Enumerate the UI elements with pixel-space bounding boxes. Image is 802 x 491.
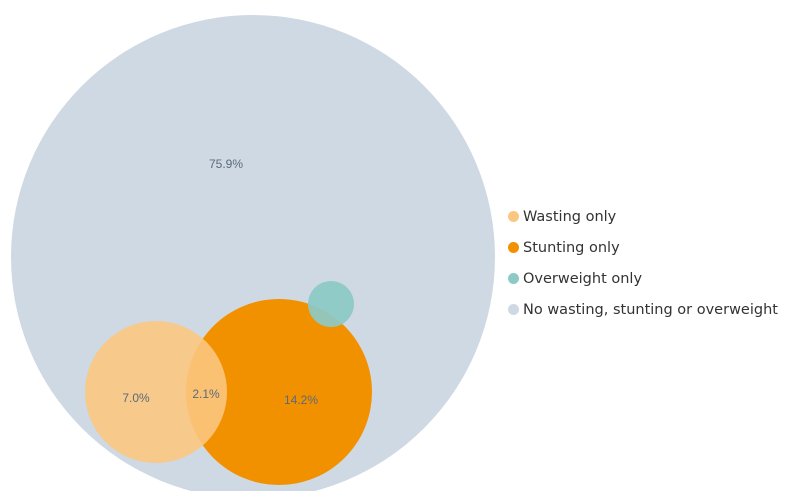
legend-dot-no-wasting-stunting-overweight — [508, 304, 519, 315]
label-wasting-only: 7.0% — [122, 391, 150, 405]
label-wasting-stunting-overlap: 2.1% — [192, 387, 220, 401]
label-no-wasting-stunting-overweight: 75.9% — [209, 157, 243, 171]
legend-dot-stunting-only — [508, 242, 519, 253]
legend-dot-overweight-only — [508, 273, 519, 284]
legend-label-overweight-only: Overweight only — [523, 270, 643, 287]
legend-item-wasting-only[interactable]: Wasting only — [508, 201, 778, 232]
legend-label-no-wasting-stunting-overweight: No wasting, stunting or overweight — [523, 301, 778, 318]
legend-label-wasting-only: Wasting only — [523, 208, 617, 225]
legend-label-stunting-only: Stunting only — [523, 239, 620, 256]
label-stunting-only: 14.2% — [284, 393, 318, 407]
circle-stunting-only — [186, 299, 372, 485]
legend-item-stunting-only[interactable]: Stunting only — [508, 232, 778, 263]
legend-item-overweight-only[interactable]: Overweight only — [508, 263, 778, 294]
legend-item-no-wasting-stunting-overweight[interactable]: No wasting, stunting or overweight — [508, 294, 778, 325]
circle-overweight-only — [308, 281, 354, 327]
circle-wasting-only — [85, 321, 227, 463]
legend: Wasting only Stunting only Overweight on… — [508, 201, 778, 325]
legend-dot-wasting-only — [508, 211, 519, 222]
